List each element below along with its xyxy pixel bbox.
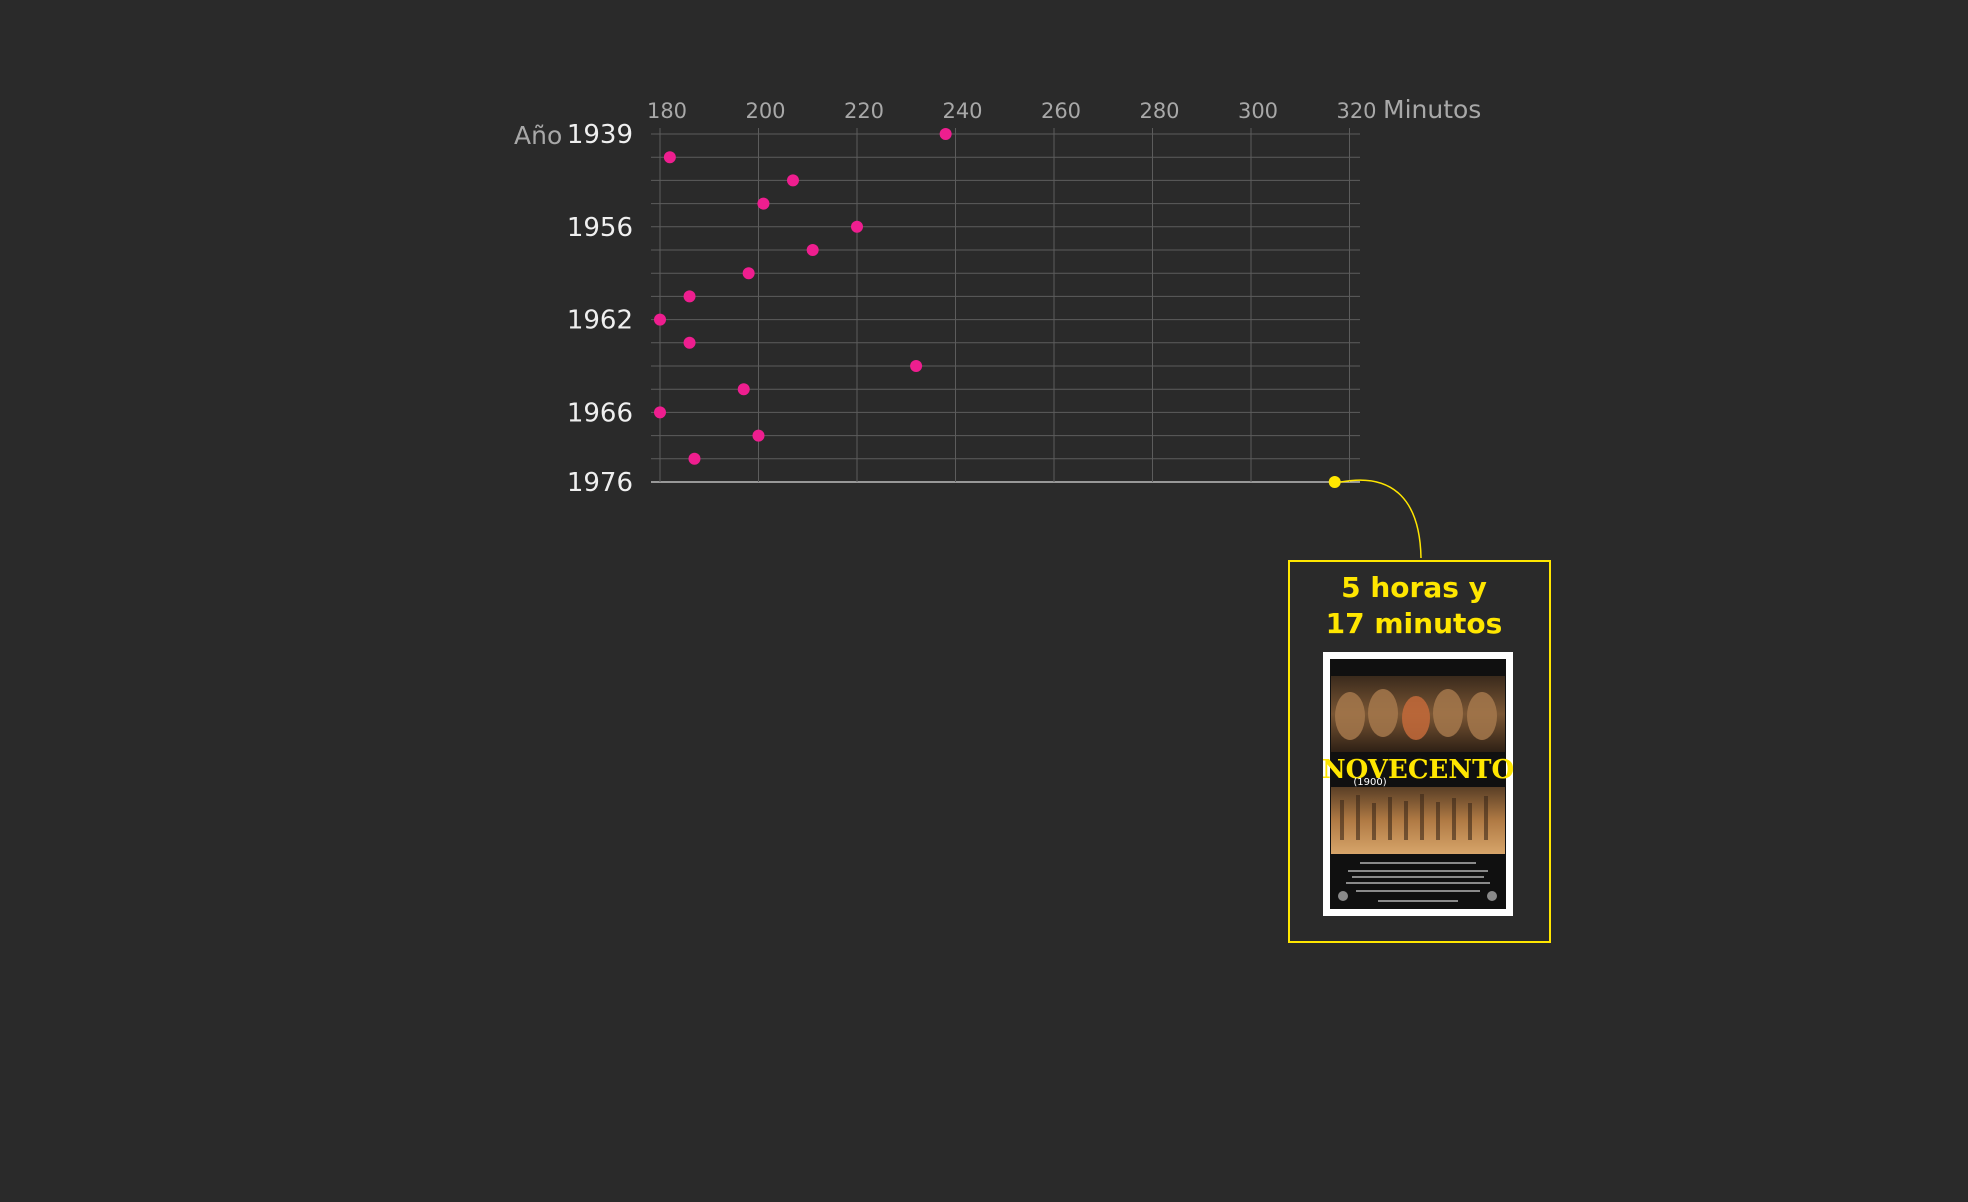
y-tick-label: 1956: [567, 213, 633, 243]
poster-faces: [1335, 689, 1497, 740]
y-tick-label: 1976: [567, 468, 633, 498]
y-tick-label: 1962: [567, 306, 633, 336]
data-point: [663, 151, 676, 164]
chart-grid: [651, 128, 1360, 483]
callout-box: 5 horas y 17 minutos NOVECENTO (1900): [1288, 560, 1551, 943]
data-point: [683, 290, 696, 303]
x-axis-label: Minutos: [1383, 95, 1481, 124]
poster-crowd: [1340, 794, 1488, 840]
x-tick-label: 320: [1336, 99, 1376, 123]
data-point: [737, 383, 750, 396]
callout-title-line1: 5 horas y: [1341, 571, 1487, 604]
data-point: [910, 360, 923, 372]
x-tick-label: 280: [1139, 99, 1179, 123]
x-tick-label: 180: [647, 99, 687, 123]
data-point: [683, 336, 696, 349]
data-points: [654, 128, 1341, 488]
x-tick-label: 260: [1041, 99, 1081, 123]
x-tick-label: 240: [942, 99, 982, 123]
data-point: [786, 174, 799, 187]
callout-connector: [1340, 479, 1422, 559]
data-point: [654, 406, 666, 419]
y-tick-label: 1939: [567, 120, 633, 150]
data-point: [742, 267, 755, 280]
poster-title: NOVECENTO: [1322, 755, 1514, 785]
poster-subtitle: (1900): [1353, 777, 1386, 788]
data-point: [752, 429, 765, 442]
data-point: [688, 452, 701, 465]
x-axis-ticks: 180 200 220 240 260 280 300 320: [647, 99, 1377, 123]
poster-credits: [1338, 862, 1497, 902]
data-point: [654, 313, 666, 326]
x-tick-label: 300: [1238, 99, 1278, 123]
data-point: [757, 197, 770, 210]
data-point: [806, 244, 819, 256]
y-tick-label: 1966: [567, 398, 633, 428]
movie-poster: NOVECENTO (1900): [1322, 652, 1514, 916]
x-tick-label: 200: [745, 99, 785, 123]
callout-title-line2: 17 minutos: [1326, 607, 1503, 640]
data-point-highlight: [1328, 476, 1341, 488]
y-axis-ticks: 1939 1956 1962 1966 1976: [567, 120, 633, 498]
y-axis-label: Año: [514, 121, 562, 150]
x-tick-label: 220: [844, 99, 884, 123]
data-point: [939, 128, 952, 140]
data-point: [851, 220, 863, 233]
